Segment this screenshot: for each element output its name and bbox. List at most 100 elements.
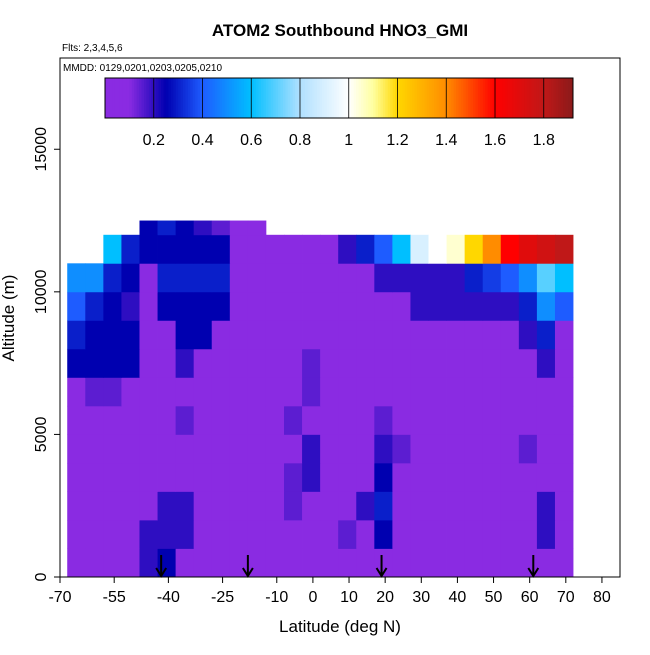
colorbar-swatch bbox=[358, 78, 362, 118]
colorbar-swatch bbox=[234, 78, 238, 118]
colorbar-swatch bbox=[241, 78, 245, 118]
heat-cell bbox=[518, 519, 538, 549]
colorbar-swatch bbox=[268, 78, 272, 118]
heat-cell bbox=[157, 263, 177, 293]
heat-cell bbox=[211, 377, 231, 407]
heat-cell bbox=[67, 491, 86, 521]
heat-cell bbox=[500, 320, 520, 350]
colorbar-swatch bbox=[434, 78, 437, 118]
heat-cell bbox=[392, 377, 411, 407]
heat-cell bbox=[464, 434, 484, 464]
heat-cell bbox=[103, 548, 122, 578]
heat-cell bbox=[356, 348, 375, 378]
heat-cell bbox=[175, 491, 195, 521]
colorbar-swatch bbox=[538, 78, 542, 118]
heat-cell bbox=[121, 548, 140, 578]
heat-cell bbox=[554, 491, 574, 521]
colorbar-swatch bbox=[365, 78, 369, 118]
heat-cell bbox=[374, 434, 393, 464]
heat-cell bbox=[518, 434, 538, 464]
heat-cell bbox=[247, 263, 267, 293]
heat-cell bbox=[500, 405, 520, 435]
heat-cell bbox=[410, 405, 429, 435]
heat-cell bbox=[302, 519, 321, 549]
heat-cell bbox=[446, 462, 466, 492]
heat-cell bbox=[428, 548, 447, 578]
heat-cell bbox=[157, 434, 177, 464]
heat-cell bbox=[211, 434, 231, 464]
heat-cell bbox=[229, 263, 249, 293]
heat-cell bbox=[67, 348, 86, 378]
colorbar-swatch bbox=[314, 78, 318, 118]
heat-cell bbox=[536, 462, 556, 492]
heat-cell bbox=[518, 234, 538, 264]
heat-cell bbox=[157, 548, 177, 578]
heat-cell bbox=[103, 263, 122, 293]
colorbar-swatch bbox=[485, 78, 489, 118]
colorbar-swatch bbox=[248, 78, 252, 118]
heat-cell bbox=[554, 434, 574, 464]
heat-cell bbox=[428, 291, 447, 321]
heat-cell bbox=[500, 491, 520, 521]
heat-cell bbox=[247, 320, 267, 350]
heat-cell bbox=[247, 377, 267, 407]
colorbar-swatch bbox=[334, 78, 338, 118]
colorbar-swatch bbox=[204, 78, 208, 118]
heat-cell bbox=[121, 491, 140, 521]
colorbar-swatch bbox=[141, 78, 145, 118]
heat-cell bbox=[67, 291, 86, 321]
colorbar-swatch bbox=[343, 78, 347, 118]
heat-cell bbox=[446, 519, 466, 549]
heat-cell bbox=[302, 377, 321, 407]
heat-cell bbox=[85, 548, 104, 578]
heat-cell bbox=[247, 519, 267, 549]
heat-cell bbox=[392, 263, 411, 293]
heat-cell bbox=[211, 491, 231, 521]
heat-cell bbox=[392, 405, 411, 435]
colorbar-swatch bbox=[348, 78, 352, 118]
colorbar-swatch bbox=[109, 78, 113, 118]
heat-cell bbox=[121, 462, 140, 492]
heat-cell bbox=[175, 377, 195, 407]
heat-cell bbox=[428, 348, 447, 378]
colorbar-swatch bbox=[526, 78, 530, 118]
heat-cell bbox=[338, 234, 357, 264]
colorbar-swatch bbox=[134, 78, 138, 118]
subtitle: Flts: 2,3,4,5,6 bbox=[62, 43, 123, 54]
colorbar-swatch bbox=[387, 78, 391, 118]
colorbar-tick-label: 0.4 bbox=[191, 132, 213, 149]
heat-cell bbox=[320, 348, 339, 378]
heat-cell bbox=[446, 405, 466, 435]
colorbar-swatch bbox=[521, 78, 525, 118]
heat-cell bbox=[446, 348, 466, 378]
colorbar-swatch bbox=[112, 78, 116, 118]
colorbar-swatch bbox=[153, 78, 157, 118]
colorbar-swatch bbox=[446, 78, 450, 118]
heat-cell bbox=[229, 519, 249, 549]
heat-cell bbox=[121, 263, 140, 293]
x-tick-label: 70 bbox=[557, 589, 575, 606]
heat-cell bbox=[338, 377, 357, 407]
heat-cell bbox=[356, 491, 375, 521]
heat-cell bbox=[103, 348, 122, 378]
heat-cell bbox=[284, 234, 303, 264]
heat-cell bbox=[410, 291, 429, 321]
heat-cell bbox=[139, 291, 158, 321]
colorbar-swatch bbox=[212, 78, 216, 118]
heat-cell bbox=[211, 291, 231, 321]
heat-cell bbox=[320, 234, 339, 264]
heat-cell bbox=[157, 405, 177, 435]
heat-cell bbox=[121, 291, 140, 321]
heat-cell bbox=[446, 548, 466, 578]
heat-cell bbox=[85, 519, 104, 549]
heat-cell bbox=[410, 348, 429, 378]
heat-cell bbox=[536, 263, 556, 293]
heat-cell bbox=[67, 377, 86, 407]
heat-cell bbox=[554, 405, 574, 435]
colorbar-swatch bbox=[417, 78, 420, 118]
heat-cell bbox=[302, 348, 321, 378]
heat-cell bbox=[482, 462, 502, 492]
colorbar-swatch bbox=[551, 78, 554, 118]
heat-cell bbox=[374, 263, 393, 293]
heat-cell bbox=[482, 491, 502, 521]
